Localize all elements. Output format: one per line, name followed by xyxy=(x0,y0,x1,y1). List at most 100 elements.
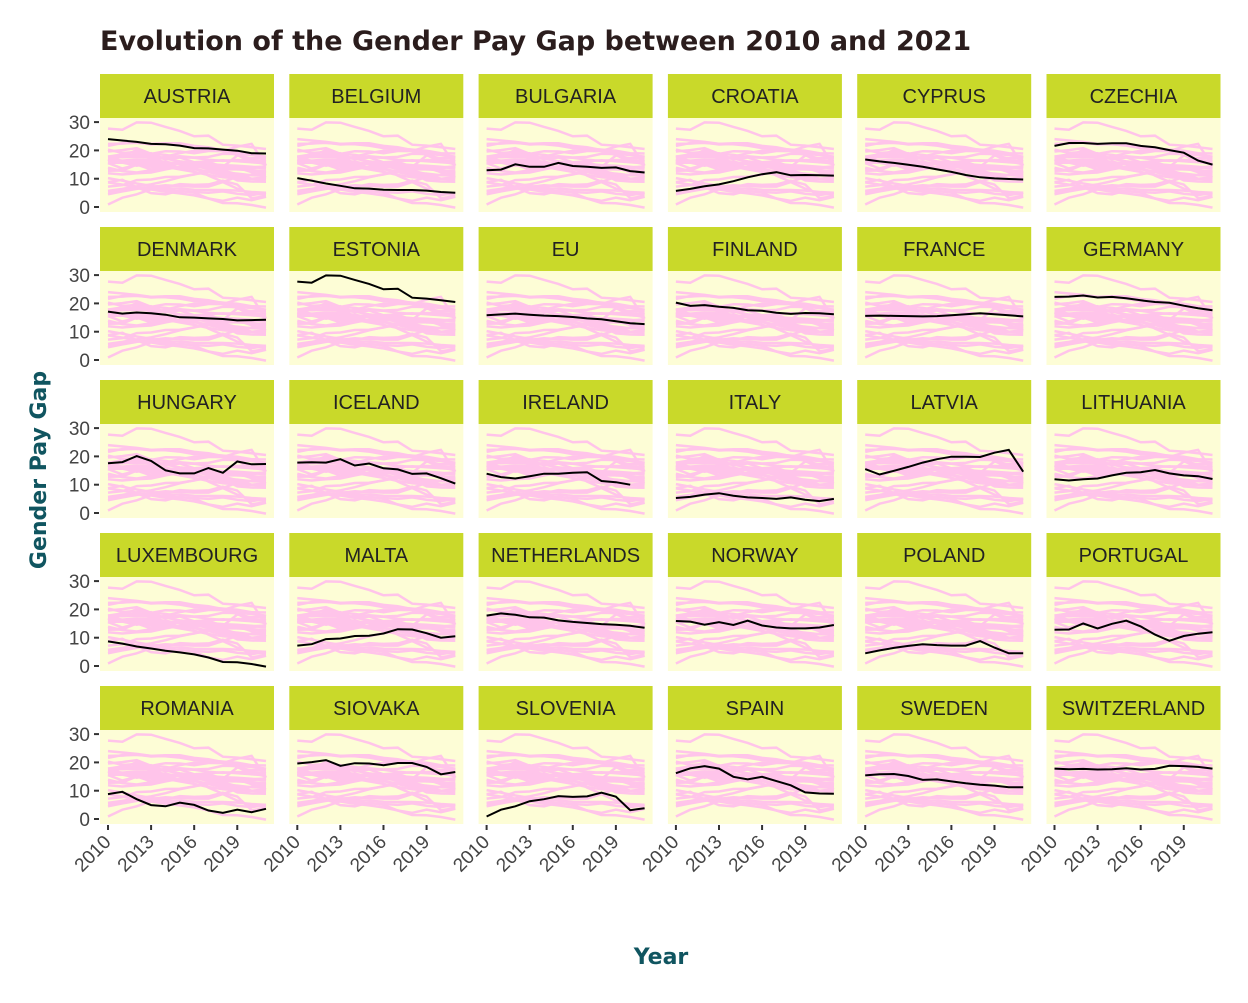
background-line-romania xyxy=(865,178,1024,203)
panel-france: FRANCE xyxy=(857,227,1032,365)
background-line-portugal xyxy=(297,160,456,184)
background-line-sweden xyxy=(675,619,834,636)
background-line-slovenia xyxy=(675,332,835,359)
strip-label: LATVIA xyxy=(910,392,978,414)
strip-label: AUSTRIA xyxy=(144,86,231,108)
background-line-spain xyxy=(675,152,834,184)
strip-label: CROATIA xyxy=(711,86,799,108)
background-line-switzerland xyxy=(675,458,835,465)
background-line-sweden xyxy=(297,466,456,483)
strip xyxy=(100,74,274,118)
background-line-romania xyxy=(107,178,267,203)
background-line-switzerland xyxy=(107,305,267,312)
background-line-switzerland xyxy=(107,458,267,465)
background-line-poland xyxy=(297,333,456,349)
x-tick-label: 2010 xyxy=(71,832,116,877)
background-line-spain xyxy=(675,305,834,337)
background-line-switzerland xyxy=(486,152,645,159)
background-line-poland xyxy=(297,639,456,655)
background-line-spain xyxy=(486,458,645,490)
background-line-romania xyxy=(1054,331,1213,356)
y-tick-label: 0 xyxy=(79,810,90,831)
panel-norway: NORWAY xyxy=(667,533,842,671)
panel-iceland: ICELAND xyxy=(289,380,464,518)
strip xyxy=(289,380,464,424)
highlight-line-france xyxy=(865,312,1024,318)
background-line-portugal xyxy=(107,619,267,643)
strip xyxy=(478,74,653,118)
background-line-portugal xyxy=(675,466,835,490)
background-line-slovenia xyxy=(864,332,1024,359)
y-tick-label: 30 xyxy=(69,113,90,134)
highlight-line-bulgaria xyxy=(486,161,645,174)
background-line-sweden xyxy=(1054,772,1213,789)
x-tick-label: 2016 xyxy=(914,832,959,877)
panel-italy: ITALY xyxy=(667,380,842,518)
y-tick-label: 0 xyxy=(79,504,90,525)
background-line-slovenia xyxy=(107,485,267,512)
x-tick-label: 2016 xyxy=(725,832,770,877)
strip xyxy=(289,686,464,730)
background-line-siovaka xyxy=(1054,146,1213,164)
background-line-sweden xyxy=(107,160,266,177)
background-line-spain xyxy=(1054,305,1213,337)
background-line-netherlands xyxy=(675,765,835,783)
panel-finland: FINLAND xyxy=(667,227,842,365)
strip-label: FINLAND xyxy=(712,239,798,261)
background-line-slovenia xyxy=(486,638,645,665)
strip-label: SWITZERLAND xyxy=(1062,698,1205,720)
background-line-sweden xyxy=(865,619,1024,636)
background-line-slovenia xyxy=(107,638,267,665)
background-line-spain xyxy=(675,611,834,643)
strip xyxy=(667,380,842,424)
strip xyxy=(857,533,1032,577)
strip-label: BELGIUM xyxy=(331,86,421,108)
highlight-line-portugal xyxy=(1054,619,1213,642)
background-line-spain xyxy=(107,152,267,184)
background-line-switzerland xyxy=(1054,611,1213,618)
background-line-spain xyxy=(864,152,1024,184)
background-line-slovenia xyxy=(1053,179,1213,206)
background-line-sweden xyxy=(297,772,456,789)
x-tick-label: 2019 xyxy=(579,832,624,877)
highlight-line-lithuania xyxy=(1054,468,1213,482)
background-line-romania xyxy=(107,331,267,356)
background-line-romania xyxy=(107,637,267,662)
highlight-line-ireland xyxy=(486,471,631,486)
background-line-switzerland xyxy=(107,152,267,159)
background-line-poland xyxy=(1054,486,1213,502)
panel-austria: AUSTRIA 0 10 20 30 xyxy=(69,74,274,219)
x-tick-label: 2019 xyxy=(200,832,245,877)
background-line-romania xyxy=(297,790,456,815)
panel-malta: MALTA xyxy=(289,533,464,671)
background-line-slovenia xyxy=(1053,791,1213,818)
background-line-switzerland xyxy=(107,764,267,771)
y-tick-label: 10 xyxy=(69,170,90,191)
background-line-siovaka xyxy=(865,758,1024,776)
background-line-poland xyxy=(486,639,645,655)
background-line-poland xyxy=(297,486,456,502)
background-line-portugal xyxy=(675,772,835,796)
background-line-romania xyxy=(486,790,645,815)
strip-label: ROMANIA xyxy=(140,698,234,720)
background-line-poland xyxy=(297,180,456,196)
background-line-switzerland xyxy=(865,611,1024,618)
background-line-romania xyxy=(865,484,1024,509)
background-line-switzerland xyxy=(1054,458,1213,465)
background-line-siovaka xyxy=(486,299,645,317)
background-line-poland xyxy=(864,792,1024,808)
background-line-romania xyxy=(297,484,456,509)
background-line-spain xyxy=(1054,611,1213,643)
highlight-line-austria xyxy=(107,138,267,155)
background-line-romania xyxy=(1054,484,1213,509)
strip xyxy=(1046,227,1221,271)
strip-label: LITHUANIA xyxy=(1081,392,1186,414)
background-line-sweden xyxy=(1054,619,1213,636)
background-line-poland xyxy=(1054,180,1213,196)
background-line-switzerland xyxy=(107,611,267,618)
strip xyxy=(1046,74,1221,118)
panel-luxembourg: LUXEMBOURG 0 10 20 30 xyxy=(69,533,274,678)
background-line-sweden xyxy=(297,619,456,636)
